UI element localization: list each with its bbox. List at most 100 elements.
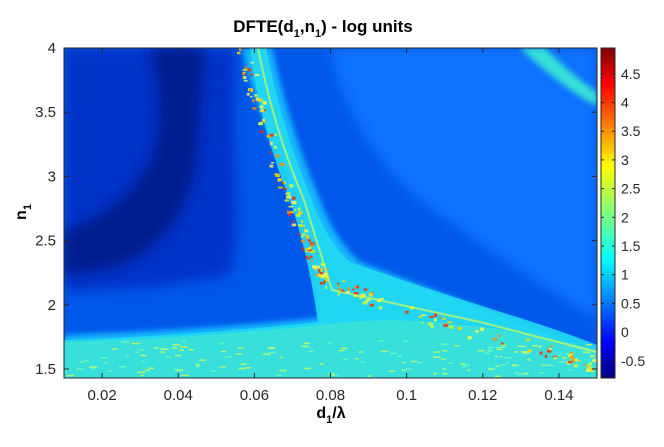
speckle — [275, 173, 280, 178]
y-tick-label: 2.5 — [35, 233, 56, 250]
speckle — [288, 205, 294, 208]
fringe-speckle — [181, 374, 189, 377]
speckle — [259, 105, 264, 109]
speckle — [590, 355, 595, 358]
colorbar-tick-label: 1 — [621, 267, 629, 283]
fringe-speckle — [82, 360, 89, 362]
speckle — [480, 327, 484, 331]
speckle — [262, 101, 267, 105]
fringe-speckle — [582, 351, 590, 353]
speckle — [447, 321, 453, 323]
speckle — [353, 292, 359, 295]
speckle — [467, 336, 472, 340]
speckle — [552, 355, 558, 358]
speckle — [290, 211, 294, 214]
fringe-speckle — [165, 356, 172, 358]
fringe-speckle — [487, 349, 493, 352]
fringe-speckle — [125, 355, 130, 357]
fringe-speckle — [477, 349, 485, 352]
x-tick-label: 0.02 — [87, 387, 116, 404]
speckle — [309, 255, 313, 258]
fringe-speckle — [180, 346, 189, 348]
fringe-speckle — [262, 353, 271, 356]
fringe-speckle — [331, 374, 339, 377]
speckle — [316, 273, 319, 277]
speckle — [515, 350, 518, 353]
speckle — [321, 275, 325, 279]
fringe-speckle — [505, 362, 510, 365]
fringe-speckle — [121, 341, 130, 343]
fringe-speckle — [440, 343, 448, 345]
speckle — [315, 265, 320, 269]
speckle — [302, 233, 306, 237]
speckle — [291, 220, 295, 223]
fringe-speckle — [354, 357, 359, 360]
fringe-speckle — [410, 360, 418, 363]
colorbar-tick-label: 2 — [621, 209, 629, 225]
fringe-speckle — [172, 344, 181, 346]
speckle — [369, 293, 373, 297]
speckle — [289, 184, 294, 188]
xlabel-main: d — [316, 405, 326, 422]
speckle — [492, 337, 498, 341]
speckle — [346, 290, 350, 294]
speckle — [569, 351, 574, 355]
fringe-speckle — [238, 367, 247, 370]
speckle — [380, 297, 384, 300]
title-mid: ,n — [300, 17, 315, 36]
fringe-speckle — [405, 368, 413, 371]
speckle — [298, 232, 301, 236]
colorbar: -0.5 0 0.5 1 1.5 2 2.5 3 3.5 4 4.5 — [600, 47, 645, 379]
speckle — [258, 122, 263, 126]
speckle — [370, 291, 375, 295]
fringe-speckle — [459, 363, 465, 365]
speckle — [318, 268, 321, 273]
fringe-speckle — [245, 367, 251, 369]
speckle — [250, 61, 254, 64]
speckle — [362, 301, 368, 305]
speckle — [305, 248, 310, 250]
fringe-speckle — [538, 372, 544, 374]
fringe-speckle — [388, 370, 396, 372]
speckle — [527, 349, 532, 353]
fringe-speckle — [219, 342, 224, 345]
speckle — [286, 195, 291, 199]
fringe-speckle — [522, 372, 529, 375]
speckle — [578, 359, 581, 362]
fringe-speckle — [301, 345, 309, 348]
fringe-speckle — [541, 364, 547, 367]
speckle — [549, 345, 554, 348]
fringe-speckle — [195, 365, 200, 368]
colorbar-tick-label: 3.5 — [621, 123, 641, 139]
fringe-speckle — [462, 365, 466, 368]
speckle — [342, 280, 346, 283]
fringe-speckle — [225, 356, 233, 358]
speckle — [429, 315, 434, 319]
fringe-speckle — [483, 352, 490, 355]
xlabel-end: /λ — [332, 405, 345, 422]
speckle — [301, 247, 305, 251]
speckle — [319, 273, 324, 277]
fringe-speckle — [79, 361, 84, 363]
fringe-speckle — [154, 347, 159, 349]
speckle — [254, 74, 260, 76]
fringe-speckle — [235, 353, 242, 355]
speckle — [284, 199, 290, 202]
speckle — [363, 288, 368, 291]
colorbar-tick-label: 1.5 — [621, 238, 641, 254]
fringe-speckle — [487, 368, 495, 371]
speckle — [255, 97, 260, 101]
y-tick-label: 3 — [48, 168, 56, 185]
speckle — [570, 355, 574, 359]
speckle — [242, 73, 246, 76]
speckle — [282, 187, 287, 190]
speckle — [501, 342, 504, 345]
speckle — [448, 325, 454, 329]
title-sub2: 1 — [315, 28, 321, 40]
fringe-speckle — [118, 366, 127, 368]
speckle — [274, 145, 277, 149]
fringe-speckle — [401, 369, 405, 372]
fringe-speckle — [279, 369, 287, 372]
fringe-speckle — [367, 375, 371, 377]
